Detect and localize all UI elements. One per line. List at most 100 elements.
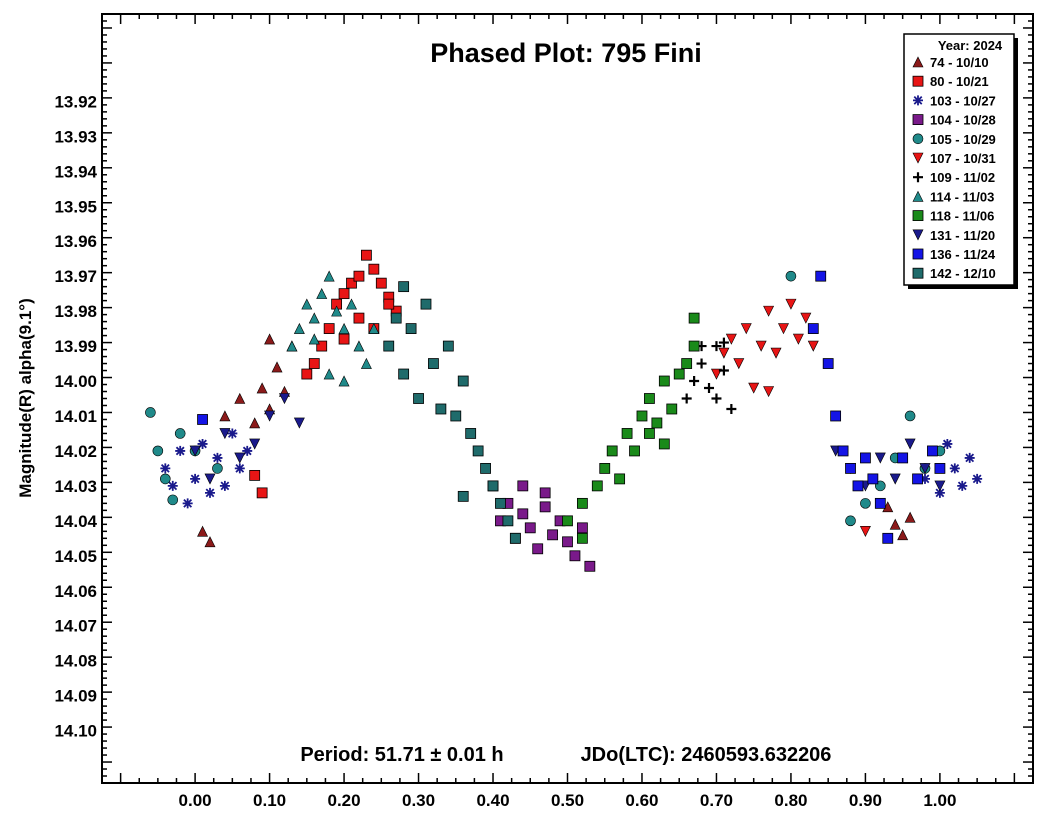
data-point xyxy=(778,323,789,335)
data-point xyxy=(286,340,298,352)
data-point xyxy=(972,473,983,484)
data-point xyxy=(859,526,871,537)
data-point xyxy=(353,312,365,324)
data-point xyxy=(524,522,536,534)
data-point xyxy=(860,452,871,464)
y-tick-label: 13.98 xyxy=(54,302,97,321)
data-point xyxy=(517,508,529,520)
data-point xyxy=(845,463,856,474)
data-point xyxy=(435,403,447,415)
data-point xyxy=(934,480,946,492)
data-point xyxy=(428,358,439,369)
data-point xyxy=(212,463,223,474)
data-point xyxy=(920,473,931,484)
data-point xyxy=(644,428,655,439)
data-point xyxy=(219,480,230,491)
data-point xyxy=(621,428,633,439)
data-point xyxy=(353,270,365,282)
data-point xyxy=(942,438,953,449)
series-7 xyxy=(286,270,380,387)
x-tick-label: 0.30 xyxy=(402,791,435,810)
data-point xyxy=(957,480,968,491)
data-point xyxy=(197,438,208,449)
data-point xyxy=(852,480,864,492)
data-point xyxy=(517,480,529,492)
x-tick-label: 0.60 xyxy=(625,791,658,810)
data-point xyxy=(368,322,380,334)
data-point xyxy=(509,532,521,544)
data-point xyxy=(316,340,328,352)
data-point xyxy=(383,298,395,310)
data-point xyxy=(927,445,938,457)
legend-entry: 107 - 10/31 xyxy=(930,151,996,166)
data-point xyxy=(606,445,618,457)
data-point xyxy=(413,393,424,404)
data-point xyxy=(800,312,812,324)
data-point xyxy=(204,487,215,498)
legend-marker xyxy=(912,133,924,145)
data-point xyxy=(532,543,544,555)
data-point xyxy=(338,375,350,387)
data-point xyxy=(465,428,477,439)
data-point xyxy=(696,358,707,369)
data-point xyxy=(249,469,261,481)
data-point xyxy=(249,417,261,429)
legend: Year: 2024 74 - 10/10 80 - 10/21 103 - 10/… xyxy=(903,33,1018,289)
data-point xyxy=(249,438,261,450)
data-point xyxy=(726,403,737,414)
data-point xyxy=(502,515,514,527)
data-point xyxy=(271,361,283,373)
data-point xyxy=(830,410,842,422)
data-point xyxy=(815,270,827,282)
data-point xyxy=(204,536,216,548)
legend-entry: 74 - 10/10 xyxy=(930,55,989,70)
data-point xyxy=(547,529,559,541)
data-point xyxy=(457,375,469,387)
data-point xyxy=(562,536,573,548)
data-point xyxy=(934,463,946,474)
data-point xyxy=(145,407,156,418)
epoch-annotation: JDo(LTC): 2460593.632206 xyxy=(581,744,832,766)
data-point xyxy=(718,347,730,359)
data-point xyxy=(845,515,856,527)
data-point xyxy=(338,288,350,300)
legend-entry: 136 - 11/24 xyxy=(930,247,996,262)
data-point xyxy=(636,410,648,422)
legend-marker xyxy=(912,229,924,241)
data-point xyxy=(442,340,454,352)
data-point xyxy=(688,340,700,352)
data-point xyxy=(591,480,603,492)
data-point xyxy=(964,452,975,463)
data-point xyxy=(763,305,775,317)
data-point xyxy=(576,497,588,509)
series-10 xyxy=(197,270,946,544)
data-point xyxy=(331,305,343,317)
data-point xyxy=(219,410,231,422)
data-point xyxy=(368,263,380,275)
data-point xyxy=(711,341,722,352)
data-point xyxy=(457,490,469,502)
data-point xyxy=(740,323,752,335)
data-point xyxy=(234,463,245,474)
data-point xyxy=(681,358,693,369)
data-point xyxy=(278,393,290,405)
data-point xyxy=(167,480,178,491)
data-point xyxy=(174,428,186,439)
data-point xyxy=(204,473,216,485)
data-point xyxy=(711,393,722,404)
y-tick-label: 14.04 xyxy=(54,512,97,531)
data-point xyxy=(569,550,581,562)
y-tick-label: 13.99 xyxy=(54,337,97,356)
chart-title: Phased Plot: 795 Fini xyxy=(430,38,702,68)
legend-entry: 105 - 10/29 xyxy=(930,132,996,147)
legend-entry: 118 - 11/06 xyxy=(930,209,994,224)
data-point xyxy=(889,473,901,485)
data-point xyxy=(539,487,551,499)
data-point xyxy=(673,368,685,380)
data-point xyxy=(904,511,916,523)
data-point xyxy=(375,277,387,289)
data-point xyxy=(234,452,246,464)
data-point xyxy=(725,333,737,345)
legend-marker xyxy=(913,95,923,106)
